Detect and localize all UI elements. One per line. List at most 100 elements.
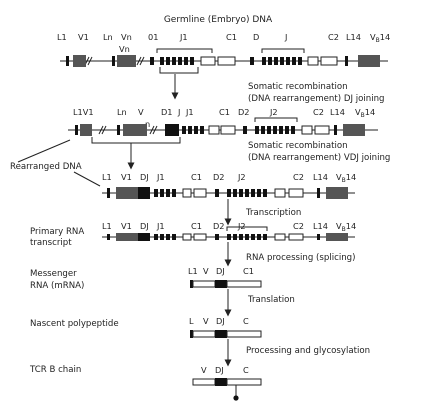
dj-region <box>215 280 227 288</box>
gene-label-l14: L14 <box>346 32 361 42</box>
germline-dna-row: L1 V1 Ln Vn Vn 01 J1 C1 D J C2 L14 VB14 <box>57 32 390 74</box>
vdj-step-line2: (DNA rearrangement) VDJ joining <box>248 153 390 163</box>
bracket <box>226 226 268 231</box>
j1-segments <box>154 189 176 197</box>
gene-label-dj: DJ <box>140 172 149 182</box>
tcr-b-chain-label: TCR B chain <box>29 365 81 375</box>
primary-rna-label-line2: transcript <box>30 238 72 248</box>
j2-segments <box>262 57 302 65</box>
vdj-segment <box>138 187 150 199</box>
v-gene-segment <box>326 233 348 241</box>
d-segment <box>250 57 254 65</box>
rearranged-dna-pointers <box>17 139 101 187</box>
gene-label-v1: V1 <box>121 172 132 182</box>
glycosylation-step: Processing and glycosylation <box>246 346 370 356</box>
v-gene-segment <box>343 124 365 136</box>
c2-exons <box>307 56 338 66</box>
splicing-step: RNA processing (splicing) <box>246 253 355 263</box>
gene-label-c1: C1 <box>191 221 202 231</box>
gene-label-l1: L1 <box>102 172 112 182</box>
bracket <box>254 117 298 122</box>
dj-step-line2: (DNA rearrangement) DJ joining <box>248 94 385 104</box>
v-gene-segment <box>80 124 92 136</box>
c1-exons <box>182 233 207 241</box>
c2-exons <box>274 233 304 241</box>
gene-label-vn-sub: Vn <box>119 44 130 54</box>
gene-label-vn: V <box>138 107 144 117</box>
d-segment <box>150 57 154 65</box>
gene-label-dj: DJ <box>140 221 149 231</box>
gene-label-j1: J1 <box>156 221 165 231</box>
gene-label-c2: C2 <box>313 107 324 117</box>
v-gene-segment <box>116 233 138 241</box>
j1-segments <box>154 234 176 240</box>
v-gene-segment <box>116 187 138 199</box>
gene-label-c1: C1 <box>219 107 230 117</box>
gene-label-vb14: VB14 <box>336 221 356 233</box>
mrna-label-line1: Messenger <box>30 269 77 279</box>
dj-joining-bracket <box>156 48 305 74</box>
gene-label-c1: C1 <box>243 266 254 276</box>
leader-exon <box>112 56 115 66</box>
gene-label-j: J <box>177 107 180 117</box>
gene-label-vn: Vn <box>121 32 132 42</box>
nascent-polypeptide-row: L V DJ C <box>189 316 262 338</box>
gene-label-j2: J2 <box>237 221 246 231</box>
leader-exon <box>317 188 320 198</box>
c-region <box>226 280 262 288</box>
leader-exon <box>75 125 78 135</box>
gene-label-n: n <box>145 119 150 129</box>
glycan-icon <box>233 395 239 401</box>
v-gene-segment <box>358 55 380 67</box>
gene-label-d2: D <box>253 32 259 42</box>
vdj-step-line1: Somatic recombination <box>248 141 348 151</box>
gene-label-c2: C2 <box>328 32 339 42</box>
gene-label-c: C <box>243 365 249 375</box>
d-segment <box>243 126 247 134</box>
gene-label-j1: J1 <box>185 107 194 117</box>
dj-region <box>215 330 227 338</box>
c2-exons <box>301 125 330 135</box>
leader-exon <box>190 280 193 288</box>
mrna-label-line2: RNA (mRNA) <box>30 281 84 291</box>
gene-label-ln: Ln <box>103 32 113 42</box>
dj-rearranged-dna-row: L1V1 Ln V n D1 J J1 C1 D2 J2 C2 L14 VB14 <box>68 107 378 144</box>
d-segment <box>215 189 219 197</box>
gene-label-v: V <box>201 365 207 375</box>
gene-label-vb14: VB14 <box>370 32 390 44</box>
c-region <box>226 378 262 386</box>
j1-segments <box>160 57 194 65</box>
gene-label-l: L <box>189 316 194 326</box>
gene-label-dj: DJ <box>216 266 225 276</box>
gene-label-j1: J1 <box>179 32 188 42</box>
v-gene-segment <box>73 55 86 67</box>
gene-label-j2: J2 <box>269 107 278 117</box>
c2-exons <box>274 188 304 198</box>
gene-label-d1: D1 <box>161 107 173 117</box>
gene-label-v: V <box>203 316 209 326</box>
gene-label-c2: C2 <box>293 221 304 231</box>
gene-label-d2: D2 <box>238 107 250 117</box>
dj-step-line1: Somatic recombination <box>248 82 348 92</box>
gene-label-l1: L1 <box>102 221 112 231</box>
primary-rna-transcript-row: L1 V1 DJ J1 C1 D2 J2 C2 L14 VB14 <box>102 221 356 241</box>
v-region <box>192 280 216 288</box>
mrna-row: L1 V DJ C1 <box>188 266 262 288</box>
j2-segments <box>227 189 267 197</box>
primary-rna-label-line1: Primary RNA <box>30 227 84 237</box>
gene-label-v: V <box>203 266 209 276</box>
gene-label-ln: Ln <box>117 107 127 117</box>
v-gene-segment <box>123 124 147 136</box>
gene-label-c2: C2 <box>293 172 304 182</box>
rearranged-dna-label: Rearranged DNA <box>10 162 82 172</box>
leader-exon <box>345 56 348 66</box>
c-region <box>226 330 262 338</box>
vdj-segment <box>138 233 150 241</box>
v-gene-segment <box>117 55 136 67</box>
gene-label-l14: L14 <box>313 172 328 182</box>
gene-label-j2: J2 <box>237 172 246 182</box>
j1-segments <box>182 126 204 134</box>
gene-label-c1: C1 <box>191 172 202 182</box>
gene-label-d1: 01 <box>148 32 158 42</box>
